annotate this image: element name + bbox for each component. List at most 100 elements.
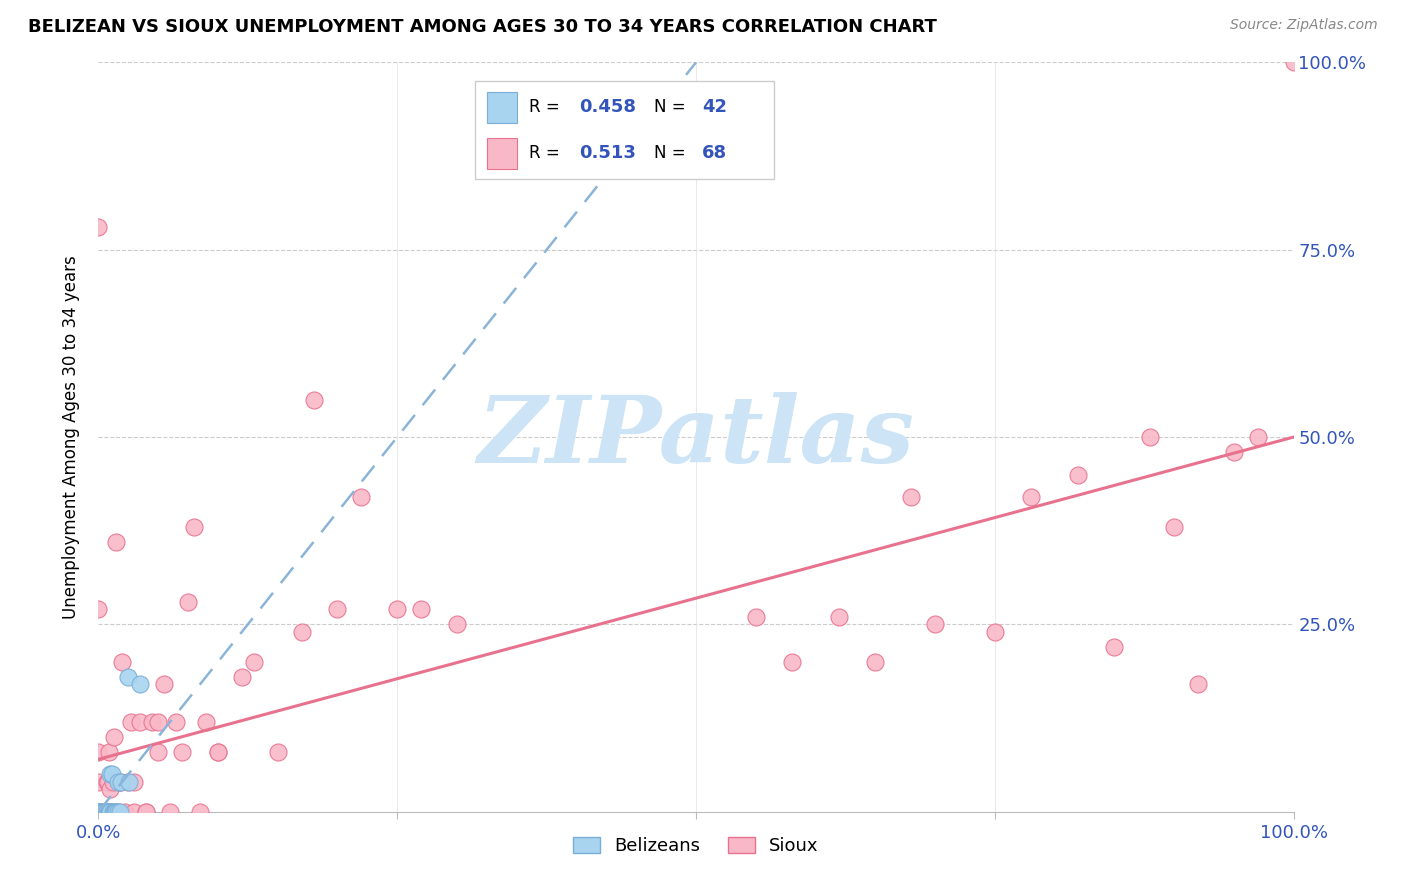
Point <box>984 624 1007 639</box>
Point <box>1163 520 1185 534</box>
Point <box>114 805 136 819</box>
Point <box>118 774 141 789</box>
Point <box>98 805 122 819</box>
Point <box>141 714 163 729</box>
Point <box>108 805 131 819</box>
Point <box>385 602 409 616</box>
Point <box>93 805 115 819</box>
Point <box>87 805 110 819</box>
Point <box>745 610 768 624</box>
Point <box>107 805 129 819</box>
Point <box>165 714 187 729</box>
Point <box>120 714 142 729</box>
Point <box>91 805 114 819</box>
Point <box>350 490 373 504</box>
Point <box>900 490 922 504</box>
Point <box>924 617 946 632</box>
Point <box>98 782 122 797</box>
Point <box>87 805 110 819</box>
Point <box>291 624 314 639</box>
Point <box>98 805 122 819</box>
Point <box>148 714 170 729</box>
Point <box>98 805 122 819</box>
Point <box>87 220 110 235</box>
Point <box>780 655 803 669</box>
Point <box>97 774 120 789</box>
Point <box>1282 55 1305 70</box>
Point <box>446 617 468 632</box>
Point <box>87 602 110 616</box>
Point <box>135 805 157 819</box>
Point <box>1223 445 1246 459</box>
Point <box>124 774 146 789</box>
Point <box>188 805 211 819</box>
Point <box>1187 677 1209 691</box>
Point <box>87 805 110 819</box>
Point <box>87 805 110 819</box>
Point <box>105 805 128 819</box>
Point <box>87 805 110 819</box>
Point <box>107 774 129 789</box>
Point <box>87 805 110 819</box>
Text: Source: ZipAtlas.com: Source: ZipAtlas.com <box>1230 18 1378 32</box>
Point <box>94 805 117 819</box>
Point <box>105 535 128 549</box>
Point <box>411 602 433 616</box>
Point <box>326 602 349 616</box>
Point <box>1019 490 1042 504</box>
Point <box>98 805 121 819</box>
Point <box>207 745 229 759</box>
Point <box>104 805 127 819</box>
Point <box>107 805 129 819</box>
Point <box>96 805 118 819</box>
Point <box>87 774 110 789</box>
Point <box>87 805 110 819</box>
Point <box>195 714 218 729</box>
Point <box>124 805 146 819</box>
Point <box>101 805 124 819</box>
Point <box>87 805 110 819</box>
Point <box>101 774 124 789</box>
Point <box>111 655 134 669</box>
Point <box>91 805 114 819</box>
Point <box>302 392 325 407</box>
Point <box>153 677 176 691</box>
Y-axis label: Unemployment Among Ages 30 to 34 years: Unemployment Among Ages 30 to 34 years <box>62 255 80 619</box>
Point <box>1104 640 1126 654</box>
Point <box>87 805 110 819</box>
Legend: Belizeans, Sioux: Belizeans, Sioux <box>567 830 825 863</box>
Point <box>87 805 110 819</box>
Point <box>98 805 122 819</box>
Point <box>87 805 110 819</box>
Point <box>93 805 115 819</box>
Point <box>129 714 152 729</box>
Point <box>177 595 200 609</box>
Point <box>103 730 125 744</box>
Point <box>100 767 122 781</box>
Point <box>91 805 114 819</box>
Point <box>87 805 110 819</box>
Point <box>87 805 110 819</box>
Point <box>110 774 132 789</box>
Point <box>87 805 110 819</box>
Point <box>135 805 157 819</box>
Point <box>1067 467 1090 482</box>
Point <box>1247 430 1270 444</box>
Point <box>98 805 122 819</box>
Point <box>87 805 110 819</box>
Text: BELIZEAN VS SIOUX UNEMPLOYMENT AMONG AGES 30 TO 34 YEARS CORRELATION CHART: BELIZEAN VS SIOUX UNEMPLOYMENT AMONG AGE… <box>28 18 936 36</box>
Point <box>103 805 125 819</box>
Point <box>108 774 131 789</box>
Point <box>98 745 121 759</box>
Point <box>107 774 129 789</box>
Point <box>117 774 139 789</box>
Point <box>207 745 229 759</box>
Point <box>267 745 290 759</box>
Point <box>87 805 110 819</box>
Point <box>117 670 139 684</box>
Point <box>148 745 170 759</box>
Point <box>172 745 194 759</box>
Point <box>231 670 253 684</box>
Point <box>828 610 851 624</box>
Point <box>97 805 120 819</box>
